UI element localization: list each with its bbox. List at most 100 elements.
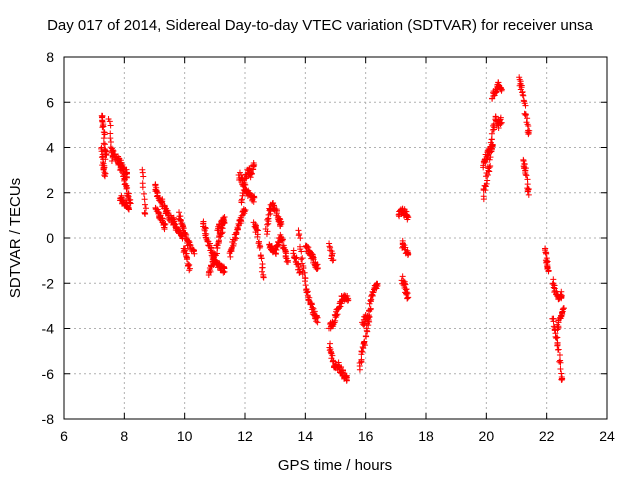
data-point [122, 180, 129, 187]
data-point [264, 216, 271, 223]
data-point [558, 370, 565, 377]
data-point [279, 237, 286, 244]
data-point [141, 201, 148, 208]
y-axis-label: SDTVAR / TECUs [7, 178, 24, 298]
y-tick-label: 8 [46, 49, 54, 65]
data-point [220, 269, 227, 276]
data-point [257, 243, 264, 250]
data-point [330, 358, 337, 365]
data-point [363, 325, 370, 332]
data-point [520, 97, 527, 104]
data-point [556, 358, 563, 365]
data-point [314, 319, 321, 326]
x-tick-label: 18 [418, 428, 434, 444]
data-point [140, 173, 147, 180]
data-point [99, 153, 106, 160]
data-point [543, 250, 550, 257]
data-point [489, 141, 496, 148]
data-point [330, 257, 337, 264]
data-point [280, 242, 287, 249]
data-point [230, 240, 237, 247]
data-point [255, 240, 262, 247]
data-point [497, 84, 504, 91]
data-point [518, 84, 525, 91]
data-point [218, 224, 225, 231]
data-point [208, 245, 215, 252]
data-point [304, 289, 311, 296]
data-point [251, 193, 258, 200]
data-point [557, 359, 564, 366]
data-point [544, 264, 551, 271]
data-point [285, 259, 292, 266]
data-point [120, 165, 127, 172]
data-point [495, 79, 502, 86]
data-point [100, 140, 107, 147]
data-point [183, 252, 190, 259]
grid-lines [64, 57, 607, 419]
data-point [365, 318, 372, 325]
data-point [559, 306, 566, 313]
x-tick-label: 14 [298, 428, 314, 444]
data-point [162, 220, 169, 227]
data-point [141, 196, 148, 203]
data-point [214, 250, 221, 257]
data-point [101, 173, 108, 180]
data-point [522, 112, 529, 119]
data-point [207, 267, 214, 274]
data-point [215, 238, 222, 245]
data-point [301, 269, 308, 276]
data-point [123, 185, 130, 192]
data-point [191, 250, 198, 257]
data-point [216, 223, 223, 230]
data-point [107, 122, 114, 129]
data-point [258, 255, 265, 262]
x-tick-label: 22 [539, 428, 555, 444]
data-point [364, 328, 371, 335]
data-point [405, 250, 412, 257]
data-point [556, 352, 563, 359]
data-point [553, 335, 560, 342]
data-point [187, 242, 194, 249]
data-point [296, 231, 303, 238]
y-tick-label: 4 [46, 140, 54, 156]
data-point [302, 282, 309, 289]
data-point [221, 213, 228, 220]
y-tick-label: 6 [46, 94, 54, 110]
data-point [107, 135, 114, 142]
data-point [369, 292, 376, 299]
data-point [363, 333, 370, 340]
data-point [343, 377, 350, 384]
data-point [492, 87, 499, 94]
data-point [404, 214, 411, 221]
data-point [124, 184, 131, 191]
y-tick-label: -6 [42, 366, 55, 382]
data-point [521, 161, 528, 168]
data-point [557, 291, 564, 298]
data-point [524, 115, 531, 122]
data-point [524, 188, 531, 195]
data-point [250, 198, 257, 205]
data-point [554, 324, 561, 331]
data-point [554, 341, 561, 348]
data-point [338, 363, 345, 370]
data-point [326, 243, 333, 250]
data-point [487, 162, 494, 169]
data-point [259, 264, 266, 271]
data-point [141, 209, 148, 216]
x-tick-label: 6 [60, 428, 68, 444]
data-point [516, 76, 523, 83]
data-point [98, 148, 105, 155]
x-tick-label: 12 [237, 428, 253, 444]
data-point [551, 282, 558, 289]
data-point [558, 292, 565, 299]
data-point [367, 305, 374, 312]
data-point [520, 158, 527, 165]
data-point [523, 172, 530, 179]
data-point [373, 281, 380, 288]
data-point [260, 273, 267, 280]
data-point [241, 208, 248, 215]
data-point [176, 213, 183, 220]
data-point [186, 265, 193, 272]
data-point [302, 278, 309, 285]
